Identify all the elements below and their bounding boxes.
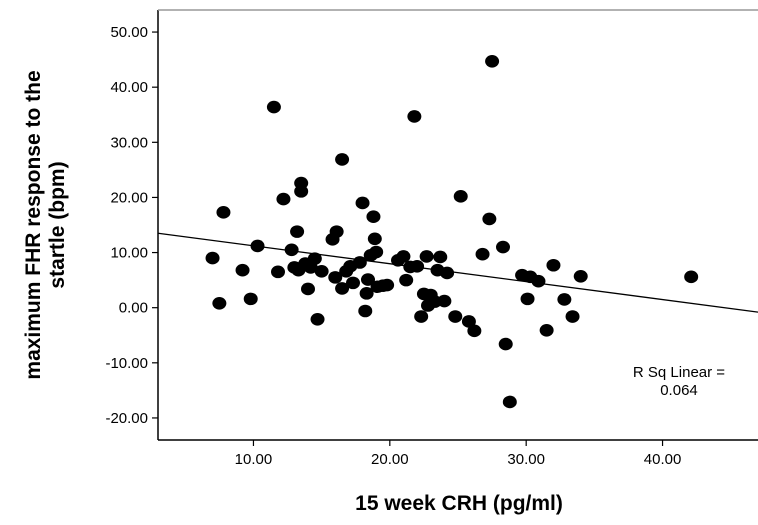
- y-axis-ticks: -20.00 -10.00 0.00 10.00 20.00 30.00 40.00 50.0…: [105, 24, 158, 427]
- data-point: [565, 310, 580, 323]
- data-point: [335, 282, 350, 295]
- data-point: [502, 395, 517, 409]
- data-point: [266, 100, 281, 114]
- data-point: [328, 271, 343, 284]
- data-point: [461, 315, 476, 328]
- data-point: [290, 225, 305, 238]
- data-point: [355, 196, 370, 210]
- y-tick-label: 10.00: [110, 245, 148, 262]
- r-squared-value: 0.064: [660, 382, 698, 399]
- plot-frame: [157, 9, 758, 441]
- y-tick-label: -20.00: [105, 410, 148, 427]
- data-point: [361, 273, 375, 286]
- data-point: [294, 176, 309, 190]
- data-point: [437, 294, 452, 308]
- data-point: [496, 240, 510, 254]
- data-point: [399, 273, 414, 287]
- data-point: [539, 323, 554, 337]
- x-tick-label: 40.00: [644, 451, 682, 468]
- x-axis-ticks: 10.00 20.00 30.00 40.00: [235, 440, 682, 468]
- data-point: [557, 293, 572, 306]
- data-point: [366, 210, 381, 224]
- x-tick-label: 30.00: [507, 451, 545, 468]
- data-point: [346, 276, 360, 290]
- data-point: [396, 250, 411, 263]
- x-axis-title: 15 week CRH (pg/ml): [355, 492, 563, 515]
- data-point: [467, 324, 482, 338]
- data-point: [359, 287, 374, 300]
- data-point: [271, 265, 285, 279]
- linear-fit-line: [157, 232, 758, 313]
- y-tick-label: 20.00: [110, 189, 148, 206]
- data-point: [358, 304, 373, 318]
- data-point: [414, 310, 429, 323]
- data-points: [205, 54, 699, 409]
- data-point: [453, 190, 468, 203]
- data-point: [380, 278, 395, 292]
- data-point: [205, 251, 220, 265]
- data-point: [310, 312, 325, 326]
- data-point: [433, 250, 448, 264]
- data-point: [276, 192, 291, 206]
- data-point: [546, 258, 561, 272]
- y-tick-label: 0.00: [119, 300, 148, 317]
- data-point: [307, 252, 322, 265]
- data-point: [531, 274, 546, 288]
- data-point: [235, 263, 250, 277]
- data-point: [475, 247, 490, 261]
- data-point: [367, 232, 382, 246]
- data-point: [329, 225, 344, 238]
- data-point: [419, 250, 434, 263]
- y-axis-title-line-1: maximum FHR response to the: [22, 70, 45, 379]
- data-point: [212, 296, 227, 310]
- data-point: [485, 54, 500, 68]
- data-point: [314, 265, 329, 278]
- y-tick-label: -10.00: [105, 355, 148, 372]
- y-tick-label: 50.00: [110, 24, 148, 41]
- y-axis-title-line-2: startle (bpm): [46, 161, 69, 288]
- data-point: [369, 245, 384, 259]
- data-point: [498, 337, 513, 351]
- data-point: [520, 292, 535, 306]
- data-point: [684, 270, 699, 284]
- x-tick-label: 20.00: [371, 451, 409, 468]
- data-point: [301, 282, 315, 296]
- data-point: [448, 310, 463, 323]
- data-point: [410, 260, 425, 273]
- data-point: [243, 292, 258, 306]
- y-tick-label: 40.00: [110, 79, 148, 96]
- data-point: [284, 243, 299, 257]
- data-point: [407, 110, 422, 123]
- data-point: [335, 153, 350, 166]
- r-squared-label: R Sq Linear =: [633, 364, 725, 381]
- data-point: [216, 206, 231, 219]
- y-tick-label: 30.00: [110, 134, 148, 151]
- x-tick-label: 10.00: [235, 451, 273, 468]
- data-point: [440, 266, 455, 280]
- data-point: [573, 269, 588, 283]
- data-point: [482, 212, 497, 226]
